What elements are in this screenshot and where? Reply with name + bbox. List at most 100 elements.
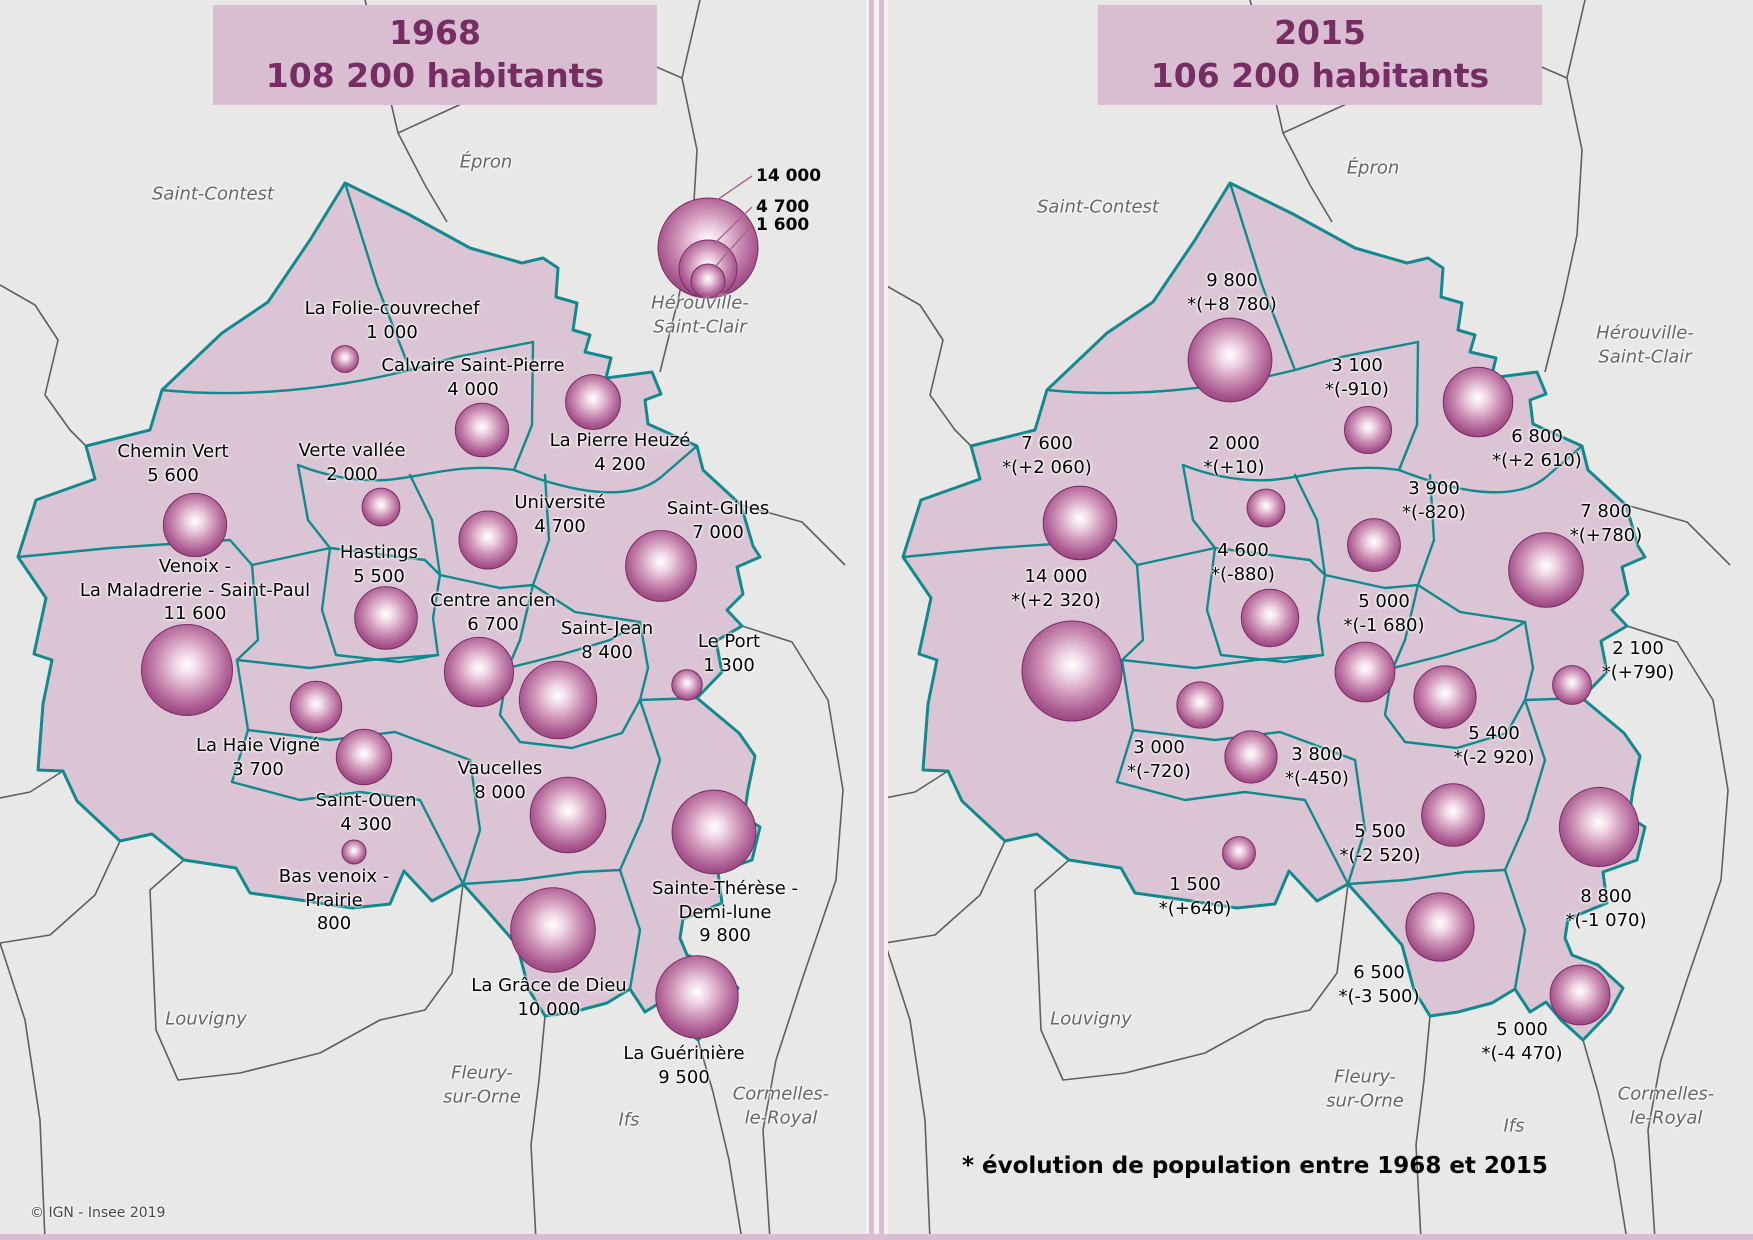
legend-value-label: 14 000 [756,166,822,186]
neighborhood-label-1968: La Haie Vigné [196,735,320,756]
legend-circle [690,263,726,299]
bubble-2015 [1347,518,1401,572]
bubble-1968 [565,374,621,430]
neighborhood-label-2015: 7 600 [1021,433,1073,454]
neighborhood-label-2015: 3 000 [1133,737,1185,758]
neighborhood-label-2015: 1 500 [1169,874,1221,895]
map-2015 [883,0,1732,1240]
neighborhood-label-2015: 5 000 [1496,1019,1548,1040]
bubble-2015 [1042,485,1118,561]
neighborhood-label-2015: 3 800 [1291,744,1343,765]
neighborhood-label-2015: *(-3 500) [1338,985,1420,1007]
commune-label: le-Royal [744,1107,818,1128]
neighborhood-label-2015: *(+10) [1203,456,1265,478]
neighborhood-label-2015: *(-1 070) [1565,909,1647,931]
neighborhood-label-2015: *(-720) [1127,760,1191,782]
neighborhood-label-1968: Vaucelles [457,758,543,779]
bubble-1968 [162,492,228,558]
bubble-2015 [1421,783,1485,847]
neighborhood-label-1968: Verte vallée [298,440,406,461]
neighborhood-label-1968: 5 500 [353,565,405,587]
neighborhood-label-2015: 2 100 [1612,638,1664,659]
neighborhood-label-1968: 11 600 [163,603,227,624]
neighborhood-label-2015: *(-880) [1211,563,1275,585]
commune-label: le-Royal [1629,1107,1703,1128]
habitants-1968: 108 200 habitants [265,56,605,95]
copyright: © IGN - Insee 2019 [30,1205,166,1221]
neighborhood-label-1968: Bas venoix - [278,866,390,887]
neighborhood-label-1968: Calvaire Saint-Pierre [381,355,565,376]
bubble-2015 [1246,488,1286,528]
neighborhood-label-1968: Chemin Vert [117,441,229,462]
neighborhood-label-2015: 3 100 [1331,355,1383,376]
bubble-2015 [1405,892,1475,962]
neighborhood-label-2015: 5 500 [1354,821,1406,842]
bubble-1968 [443,636,515,708]
habitants-2015: 106 200 habitants [1150,56,1490,95]
population-bubbles-layer [141,317,1640,1039]
neighborhood-label-2015: 4 600 [1217,540,1269,561]
legend-callout-line [713,175,753,203]
bubble-2015 [1187,317,1273,403]
neighborhood-label-1968: 4 700 [534,515,586,537]
neighborhood-label-2015: *(-820) [1402,501,1466,523]
neighborhood-label-1968: 4 000 [447,378,499,400]
commune-label: Saint-Contest [152,183,274,205]
neighborhood-label-2015: *(+2 320) [1011,589,1101,611]
neighborhood-label-1968: 10 000 [517,998,581,1020]
bubble-1968 [671,789,757,875]
neighborhood-label-1968: Saint-Jean [560,618,654,639]
neighborhood-label-1968: La Grâce de Dieu [471,975,627,996]
neighborhood-label-2015: 8 800 [1580,886,1632,907]
neighborhood-label-2015: *(+2 610) [1492,449,1582,471]
neighborhood-label-1968: 8 400 [581,641,633,663]
neighborhood-label-1968: 3 700 [232,758,284,780]
bubble-1968 [510,887,596,973]
bubble-2015 [1334,641,1396,703]
neighborhood-label-2015: 9 800 [1206,270,1258,291]
commune-label: Ifs [618,1109,640,1131]
neighborhood-label-1968: Sainte-Thérèse - [651,878,799,899]
bubble-1968 [655,955,739,1039]
commune-label: Fleury- [1334,1066,1396,1088]
legend-circles [657,175,759,299]
panel-title-1968: 1968 108 200 habitants [213,5,657,105]
bubble-1968 [454,402,510,458]
bubble-1968 [671,669,703,701]
neighborhood-label-2015: 2 000 [1208,433,1260,454]
footnote: * évolution de population entre 1968 et … [962,1153,1548,1179]
bottom-border [0,1234,1753,1240]
bubble-1968 [335,728,393,786]
commune-label: Hérouville- [651,292,749,314]
bubble-2015 [1558,786,1640,868]
neighborhood-label-1968: 5 600 [147,464,199,486]
neighborhood-label-1968: 1 300 [703,654,755,676]
bubble-2015 [1508,532,1584,608]
bubble-1968 [361,487,401,527]
bubble-1968 [625,530,697,602]
neighborhood-label-2015: *(-450) [1285,767,1349,789]
neighborhood-label-2015: 14 000 [1024,566,1088,587]
neighborhood-label-1968: Prairie [305,889,363,911]
neighborhood-label-1968: Saint-Gilles [666,498,770,519]
neighborhood-label-1968: 4 200 [594,453,646,475]
neighborhood-label-1968: 9 800 [699,925,751,946]
neighborhood-label-2015: 3 900 [1408,478,1460,499]
neighborhood-label-1968: Venoix - [158,556,232,577]
neighborhood-label-1968: La Guérinière [623,1043,745,1064]
neighborhood-label-2015: 5 400 [1468,723,1520,744]
neighborhood-label-2015: *(+2 060) [1002,456,1092,478]
year-2015: 2015 [1274,13,1366,52]
neighborhood-label-1968: Demi-lune [678,901,772,923]
neighborhood-label-1968: 1 000 [366,321,418,343]
neighborhood-label-1968: 7 000 [692,521,744,543]
bubble-1968 [331,345,359,373]
neighborhood-label-2015: 6 500 [1353,962,1405,983]
year-1968: 1968 [389,13,481,52]
commune-label: Saint-Contest [1037,196,1159,218]
neighborhood-label-1968: 800 [316,913,352,934]
neighborhood-label-2015: *(-2 520) [1339,844,1421,866]
commune-label: Cormelles- [732,1083,830,1105]
